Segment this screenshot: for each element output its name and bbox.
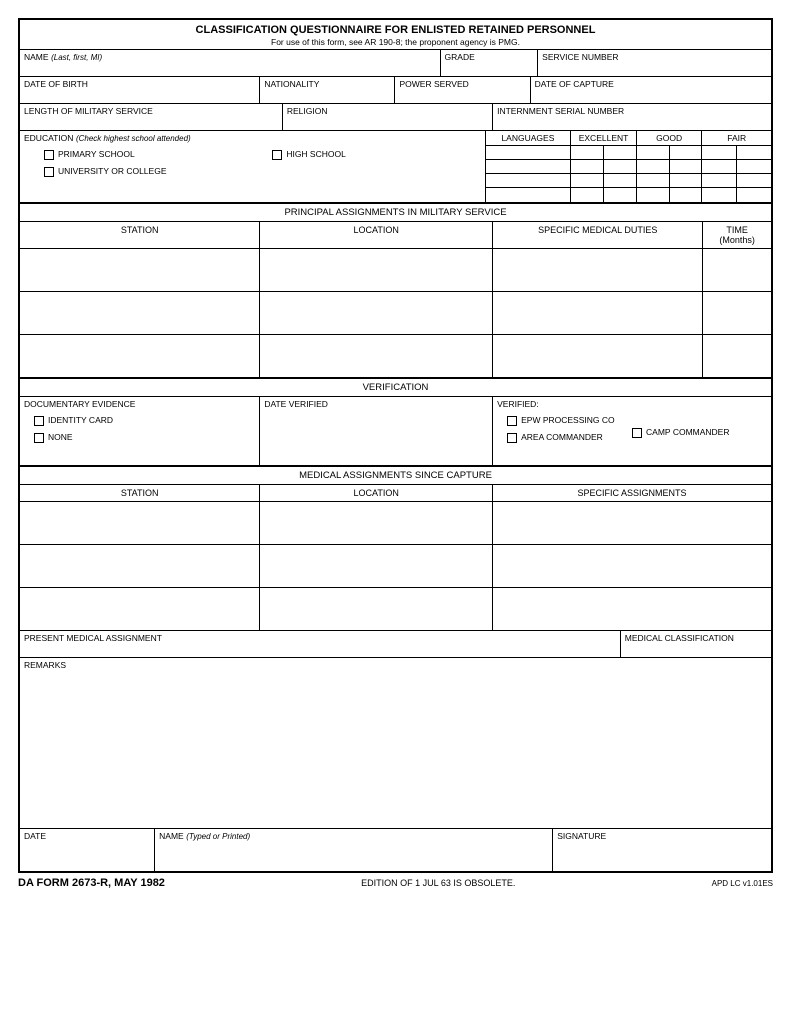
s1-col-duties: SPECIFIC MEDICAL DUTIES [493,222,703,248]
field-education: EDUCATION (Check highest school attended… [20,131,486,202]
form-id: DA FORM 2673-R, MAY 1982 [18,877,165,889]
form-subtitle: For use of this form, see AR 190-8; the … [20,37,771,47]
checkbox-icon [507,433,517,443]
field-nationality[interactable]: NATIONALITY [260,77,395,103]
row-present: PRESENT MEDICAL ASSIGNMENT MEDICAL CLASS… [20,631,771,658]
lang-col-good: GOOD [637,131,703,146]
checkbox-primary-school[interactable]: PRIMARY SCHOOL [44,149,252,160]
checkbox-icon [44,150,54,160]
row-name: NAME (Last, first, MI) GRADE SERVICE NUM… [20,50,771,77]
s2-col-station: STATION [20,485,260,501]
edition-note: EDITION OF 1 JUL 63 IS OBSOLETE. [361,878,515,888]
checkbox-icon [507,416,517,426]
field-signature[interactable]: SIGNATURE [553,829,771,871]
s2-col-assignments: SPECIFIC ASSIGNMENTS [493,485,771,501]
form-title: CLASSIFICATION QUESTIONNAIRE FOR ENLISTE… [20,24,771,36]
field-service-number[interactable]: SERVICE NUMBER [538,50,771,76]
checkbox-none[interactable]: NONE [34,432,255,443]
lang-col-excellent: EXCELLENT [571,131,637,146]
lang-col-fair: FAIR [702,131,770,146]
checkbox-icon [34,433,44,443]
s1-col-station: STATION [20,222,260,248]
form-container: CLASSIFICATION QUESTIONNAIRE FOR ENLISTE… [18,18,773,873]
checkbox-camp-cmdr[interactable]: CAMP COMMANDER [632,427,767,438]
s1-col-time: TIME (Months) [703,222,771,248]
checkbox-icon [632,428,642,438]
s2-row[interactable] [20,502,771,545]
lang-row[interactable] [486,146,771,160]
checkbox-icon [272,150,282,160]
field-power-served[interactable]: POWER SERVED [395,77,530,103]
s1-row[interactable] [20,335,771,377]
checkbox-icon [34,416,44,426]
field-date-verified[interactable]: DATE VERIFIED [260,397,493,465]
checkbox-university[interactable]: UNIVERSITY OR COLLEGE [44,166,252,177]
version: APD LC v1.01ES [712,879,773,888]
field-grade[interactable]: GRADE [441,50,539,76]
field-date[interactable]: DATE [20,829,155,871]
field-name-typed[interactable]: NAME (Typed or Printed) [155,829,553,871]
field-present-assignment[interactable]: PRESENT MEDICAL ASSIGNMENT [20,631,621,657]
row-signature: DATE NAME (Typed or Printed) SIGNATURE [20,829,771,871]
field-doc-evidence: DOCUMENTARY EVIDENCE IDENTITY CARD NONE [20,397,260,465]
field-medical-classification[interactable]: MEDICAL CLASSIFICATION [621,631,771,657]
verification-row: DOCUMENTARY EVIDENCE IDENTITY CARD NONE … [20,397,771,465]
field-date-capture[interactable]: DATE OF CAPTURE [531,77,771,103]
section-verification-header: VERIFICATION [20,377,771,397]
field-name[interactable]: NAME (Last, first, MI) [20,50,441,76]
s2-col-location: LOCATION [260,485,493,501]
checkbox-identity-card[interactable]: IDENTITY CARD [34,415,255,426]
field-verified: VERIFIED: EPW PROCESSING CO AREA COMMAND… [493,397,771,465]
row-dob: DATE OF BIRTH NATIONALITY POWER SERVED D… [20,77,771,104]
checkbox-high-school[interactable]: HIGH SCHOOL [272,149,480,160]
footer: DA FORM 2673-R, MAY 1982 EDITION OF 1 JU… [18,877,773,889]
s1-row[interactable] [20,292,771,335]
field-religion[interactable]: RELIGION [283,104,493,130]
lang-row[interactable] [486,188,771,202]
section-medical-header: MEDICAL ASSIGNMENTS SINCE CAPTURE [20,465,771,485]
field-dob[interactable]: DATE OF BIRTH [20,77,260,103]
checkbox-epw[interactable]: EPW PROCESSING CO [507,415,632,426]
row-education: EDUCATION (Check highest school attended… [20,131,771,202]
s1-col-location: LOCATION [260,222,493,248]
s2-row[interactable] [20,545,771,588]
row-length: LENGTH OF MILITARY SERVICE RELIGION INTE… [20,104,771,131]
section-principal-header: PRINCIPAL ASSIGNMENTS IN MILITARY SERVIC… [20,202,771,222]
checkbox-icon [44,167,54,177]
field-length-service[interactable]: LENGTH OF MILITARY SERVICE [20,104,283,130]
field-remarks[interactable]: REMARKS [20,658,771,828]
s2-header: STATION LOCATION SPECIFIC ASSIGNMENTS [20,485,771,502]
lang-col-languages: LANGUAGES [486,131,572,146]
lang-row[interactable] [486,160,771,174]
field-internment[interactable]: INTERNMENT SERIAL NUMBER [493,104,771,130]
checkbox-area-cmdr[interactable]: AREA COMMANDER [507,432,632,443]
s2-row[interactable] [20,588,771,631]
title-row: CLASSIFICATION QUESTIONNAIRE FOR ENLISTE… [20,20,771,50]
s1-header: STATION LOCATION SPECIFIC MEDICAL DUTIES… [20,222,771,249]
languages-grid: LANGUAGES EXCELLENT GOOD FAIR [486,131,771,202]
lang-row[interactable] [486,174,771,188]
s1-row[interactable] [20,249,771,292]
row-remarks: REMARKS [20,658,771,829]
